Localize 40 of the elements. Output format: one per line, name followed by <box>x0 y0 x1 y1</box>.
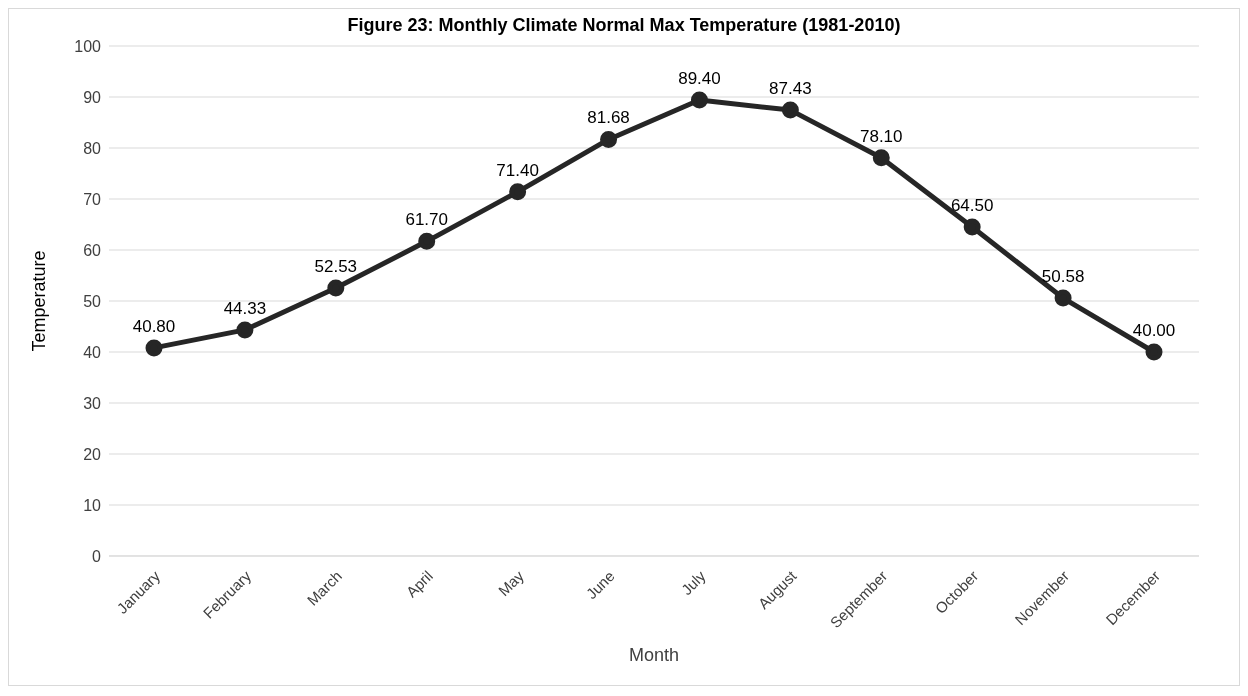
y-tick-label: 30 <box>83 394 102 412</box>
point <box>600 130 618 148</box>
text: 81.68 <box>587 108 630 128</box>
point <box>509 183 527 201</box>
y-tick-label: 70 <box>83 190 102 208</box>
text: 52.53 <box>314 257 358 277</box>
y-tick-label: 60 <box>83 241 102 259</box>
y-tick-label: 50 <box>83 292 102 310</box>
text: 71.40 <box>496 160 539 180</box>
text: 40.80 <box>132 316 176 336</box>
point <box>1145 343 1163 361</box>
y-tick-label: 0 <box>92 547 102 565</box>
point <box>1054 289 1072 307</box>
text: 64.50 <box>950 196 994 216</box>
text: 89.40 <box>678 69 721 89</box>
chart-title: Figure 23: Monthly Climate Normal Max Temperature (1981-2010) <box>346 15 902 36</box>
x-tick-label: May <box>494 566 528 600</box>
y-tick-label: 80 <box>83 139 102 157</box>
x-tick-label: July <box>677 566 709 599</box>
text: 78.10 <box>860 126 903 146</box>
y-tick-label: 40 <box>83 343 102 361</box>
y-axis-title: Temperature <box>29 250 50 352</box>
text: 61.70 <box>405 210 448 230</box>
y-tick-label: 10 <box>83 496 102 514</box>
text: 50.58 <box>1041 267 1085 287</box>
x-axis-title: Month <box>628 645 680 665</box>
point <box>872 149 890 167</box>
y-tick-label: 20 <box>83 445 102 463</box>
text: 40.00 <box>1132 321 1176 340</box>
point <box>236 321 254 339</box>
point <box>781 101 799 119</box>
point <box>963 218 981 236</box>
point <box>418 232 436 250</box>
text: 87.43 <box>769 79 812 99</box>
y-tick-label: 100 <box>74 37 102 55</box>
point <box>690 91 708 109</box>
point <box>145 339 163 357</box>
point <box>327 279 345 297</box>
y-tick-label: 90 <box>83 88 102 106</box>
text: 44.33 <box>223 298 267 318</box>
